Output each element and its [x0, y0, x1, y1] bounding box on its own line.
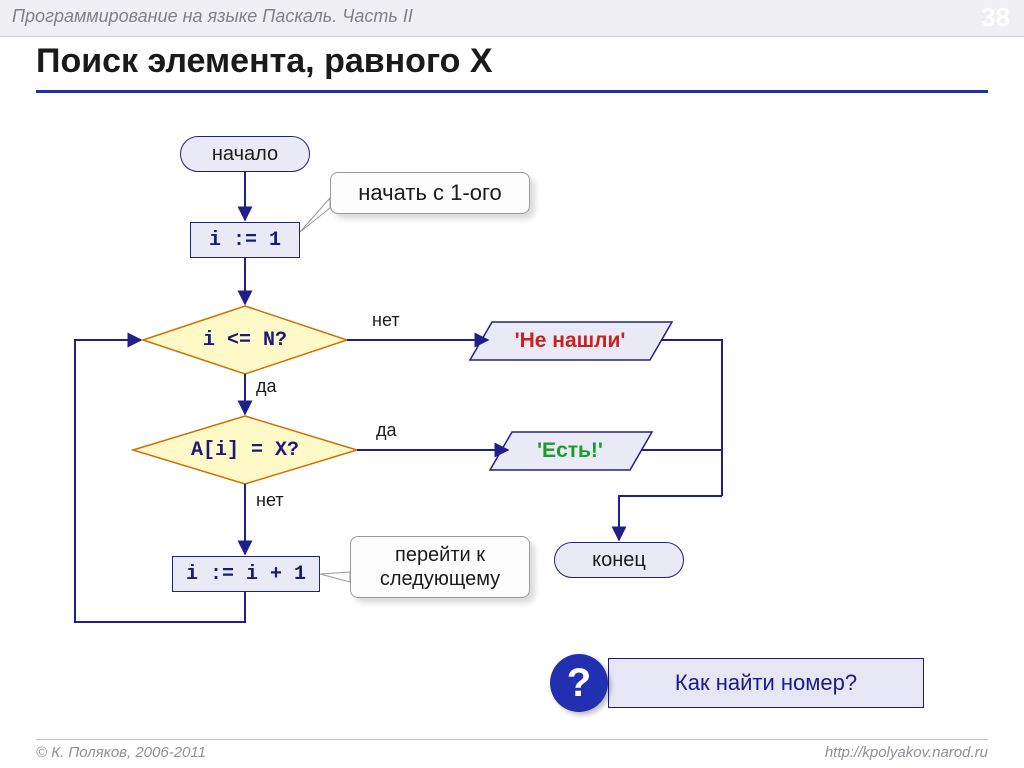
process-init: i := 1: [190, 222, 300, 258]
callout-next-line1: перейти к: [395, 543, 485, 567]
callout-start-hint: начать с 1-ого: [330, 172, 530, 214]
question-text: Как найти номер?: [608, 658, 924, 708]
terminal-end: конец: [554, 542, 684, 578]
terminal-start: начало: [180, 136, 310, 172]
callout-next-hint: перейти к следующему: [350, 536, 530, 598]
label-d2-yes: да: [376, 420, 397, 441]
decision-match: A[i] = X?: [155, 438, 335, 462]
label-d1-yes: да: [256, 376, 277, 397]
slide-number: 38: [981, 2, 1010, 33]
header-bar: Программирование на языке Паскаль. Часть…: [0, 0, 1024, 37]
decision-loop-cond: i <= N?: [155, 328, 335, 352]
label-d1-no: нет: [372, 310, 400, 331]
course-title: Программирование на языке Паскаль. Часть…: [12, 6, 413, 27]
label-d2-no: нет: [256, 490, 284, 511]
page-title: Поиск элемента, равного X: [36, 42, 493, 81]
process-increment: i := i + 1: [172, 556, 320, 592]
io-not-found: 'Не нашли': [470, 322, 670, 360]
footer-divider: [36, 739, 988, 740]
title-underline: [36, 90, 988, 93]
question-mark: ?: [567, 661, 591, 706]
flowchart-svg: [0, 0, 1024, 768]
callout-next-line2: следующему: [380, 567, 500, 591]
io-found: 'Есть!': [490, 432, 650, 470]
question-icon: ?: [550, 654, 608, 712]
